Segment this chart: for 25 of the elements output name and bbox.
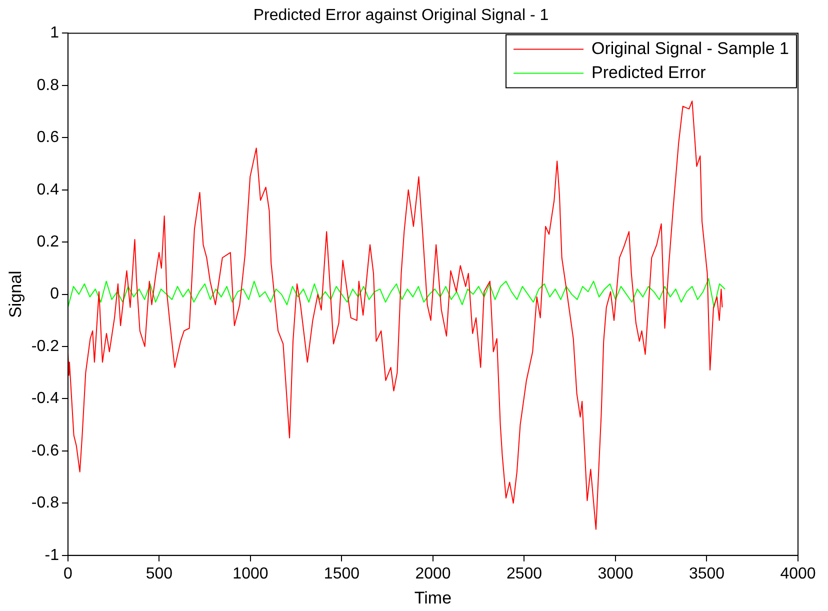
x-tick-label: 1000 (232, 565, 268, 582)
x-tick-label: 3500 (688, 565, 725, 582)
y-axis-title: Signal (6, 270, 25, 318)
x-tick-label: 1500 (324, 565, 360, 582)
x-tick-label: 2000 (415, 565, 451, 582)
x-tick-label: 3000 (598, 565, 634, 582)
y-tick-label: 0.2 (36, 233, 60, 250)
y-tick-label: -1 (44, 546, 60, 564)
x-tick-label: 500 (146, 565, 173, 582)
x-tick-label: 0 (64, 565, 73, 582)
y-tick-label: -0.8 (31, 494, 60, 512)
y-tick-label: -0.6 (31, 442, 60, 460)
y-tick-label: 0.4 (36, 181, 60, 198)
y-tick-label: 0.8 (36, 76, 60, 94)
x-tick-label: 2500 (506, 565, 542, 582)
y-tick-label: -0.2 (31, 338, 60, 355)
x-tick-label: 4000 (780, 565, 816, 582)
y-tick-label: 1 (50, 24, 60, 42)
y-tick-label: -0.4 (31, 390, 60, 408)
legend-label: Original Signal - Sample 1 (592, 38, 789, 58)
x-axis-title: Time (414, 588, 452, 608)
legend-label: Predicted Error (592, 62, 706, 82)
y-tick-label: 0 (50, 286, 60, 303)
chart-title: Predicted Error against Original Signal - 1 (253, 7, 549, 24)
y-tick-label: 0.6 (36, 129, 60, 146)
